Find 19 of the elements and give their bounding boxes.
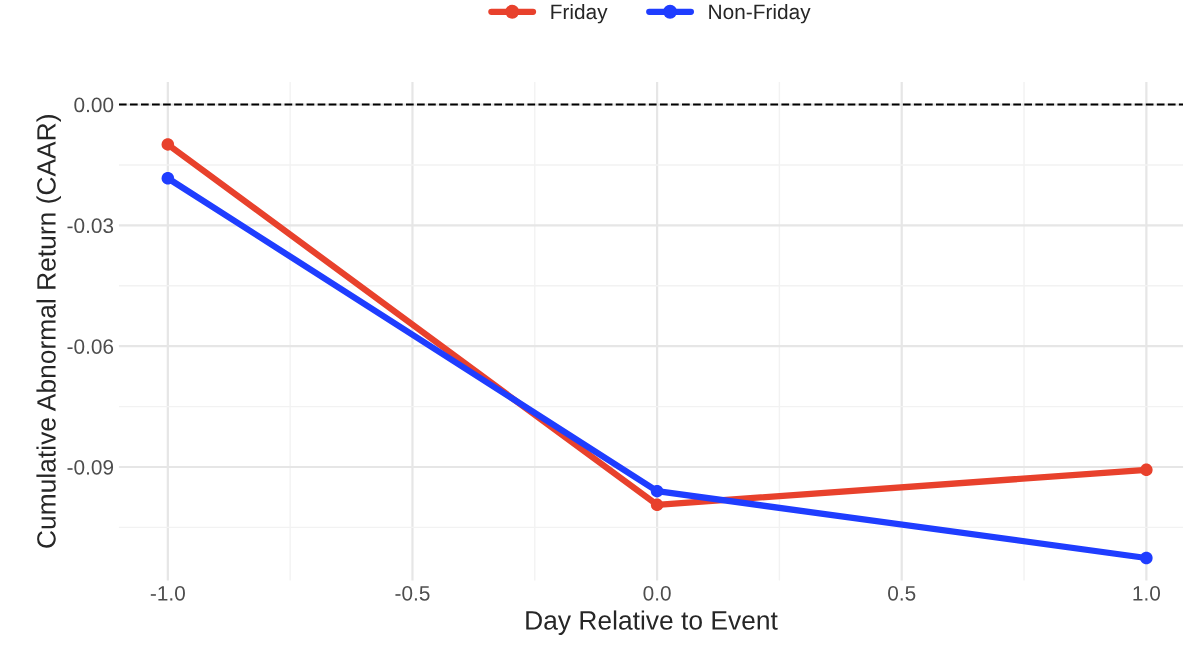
- y-tick-label: -0.09: [67, 460, 114, 475]
- y-axis-title: Cumulative Abnormal Return (CAAR): [36, 115, 61, 548]
- x-tick-label: 0.0: [643, 585, 671, 601]
- legend-label: Non-Friday: [709, 3, 811, 24]
- y-tick-label: -0.06: [67, 339, 114, 354]
- point: [650, 498, 664, 512]
- legend-label: Friday: [551, 3, 608, 24]
- point: [161, 138, 175, 151]
- point: [1140, 551, 1153, 565]
- x-tick-label: -1.0: [150, 585, 185, 601]
- point: [161, 172, 175, 185]
- x-tick-label: 1.0: [1133, 585, 1161, 601]
- point: [1140, 463, 1153, 477]
- point: [650, 484, 664, 498]
- x-tick-label: 0.5: [888, 585, 916, 601]
- x-tick-label: -0.5: [395, 585, 430, 601]
- y-tick-label: -0.03: [67, 218, 114, 234]
- y-tick-label: 0.00: [74, 97, 114, 113]
- x-axis-title: Day Relative to Event: [526, 610, 778, 635]
